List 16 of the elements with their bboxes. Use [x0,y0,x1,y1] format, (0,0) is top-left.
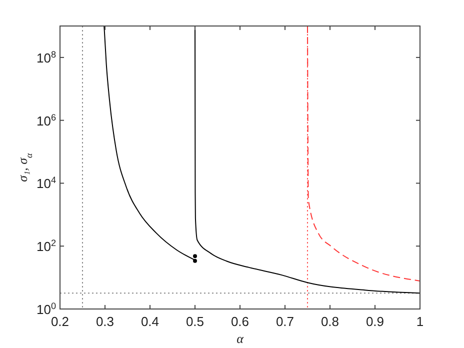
y-tick-label: 10$^{2}$ [36,238,56,254]
y-tick-label: 10$^{4}$ [36,175,56,192]
x-tick-label: 0.8 [320,314,340,329]
x-axis-title: α [236,331,245,346]
x-tick-label: 0.9 [366,314,384,329]
y-tick-label: 10$^{8}$ [36,49,56,66]
x-tick-label: 0.3 [96,314,114,329]
x-tick-label: 0.7 [276,314,294,329]
x-tick-label: 0.5 [186,314,204,329]
line-series [307,26,420,282]
x-tick-label: 0.6 [230,314,250,329]
x-tick-label: 0.4 [140,314,160,329]
y-tick-label: 10$^{0}$ [36,301,56,317]
x-tick-label: 0.2 [50,314,70,329]
x-tick-label: 1 [416,314,424,329]
y-tick-label: 10$^{6}$ [36,112,56,128]
